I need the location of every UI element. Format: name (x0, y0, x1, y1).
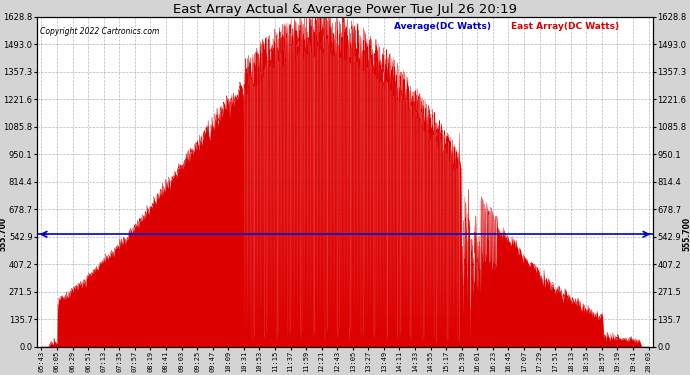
Text: Copyright 2022 Cartronics.com: Copyright 2022 Cartronics.com (40, 27, 159, 36)
Title: East Array Actual & Average Power Tue Jul 26 20:19: East Array Actual & Average Power Tue Ju… (173, 3, 517, 16)
Text: 555.700: 555.700 (0, 217, 8, 251)
Text: East Array(DC Watts): East Array(DC Watts) (511, 22, 620, 31)
Text: Average(DC Watts): Average(DC Watts) (394, 22, 491, 31)
Text: 555.700: 555.700 (682, 217, 690, 251)
